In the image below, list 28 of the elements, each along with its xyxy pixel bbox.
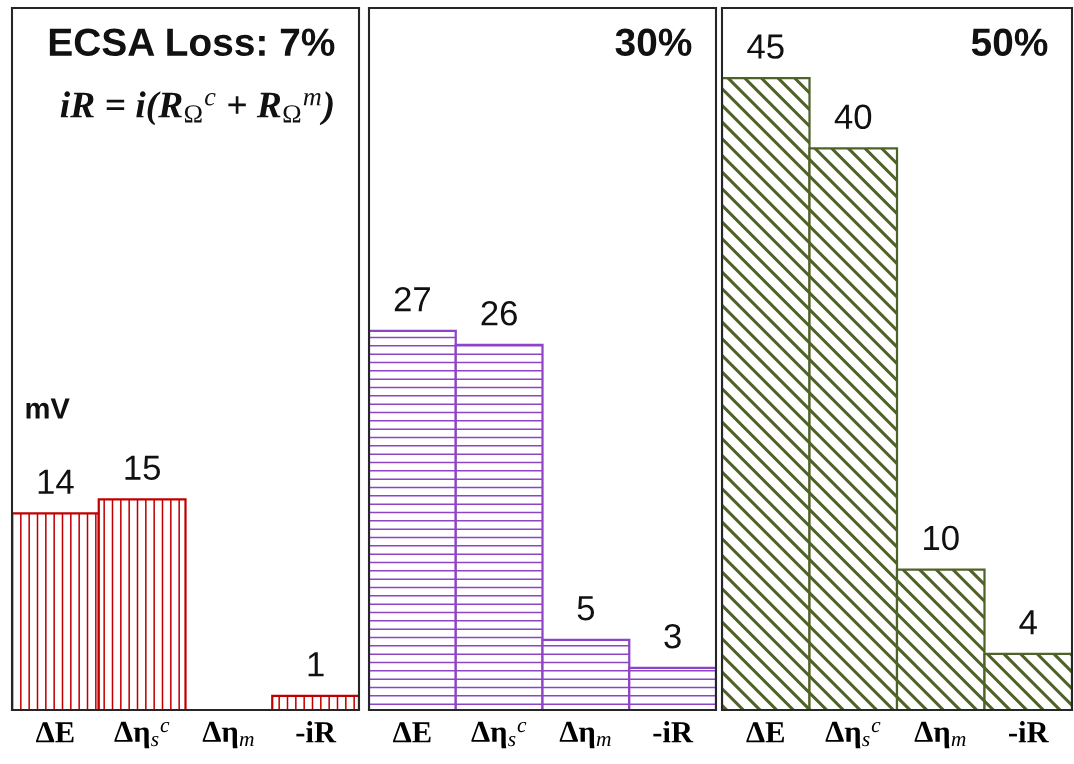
x-tick-label: -iR	[296, 721, 337, 743]
x-tick-label: Δη$_{s}$$^{c}$	[471, 721, 527, 749]
chart-title: ECSA Loss: 7%	[49, 28, 335, 57]
x-tick-label: Δη$_{s}$$^{c}$	[114, 721, 170, 749]
x-tick-label: Δη$_{m}$	[559, 721, 611, 749]
data-label: 4	[1019, 610, 1037, 635]
data-label: 10	[924, 525, 959, 551]
x-tick-label: Δη$_{m}$	[914, 721, 966, 749]
data-label: 3	[664, 623, 681, 649]
x-tick-label: ΔE	[36, 722, 74, 743]
data-label: 1	[308, 652, 324, 677]
annotation: iR = i(R$_{Ω}$$^{c}$ + R$_{Ω}$$^{m}$)	[60, 91, 333, 126]
chart-title: 30%	[615, 28, 692, 57]
x-tick-label: -iR	[653, 721, 694, 743]
data-label: 15	[125, 455, 160, 481]
data-label: 5	[577, 596, 595, 621]
data-label: 14	[38, 469, 74, 494]
x-tick-label: Δη$_{s}$$^{c}$	[825, 721, 881, 749]
data-label: 40	[834, 104, 872, 130]
data-label: 45	[747, 34, 784, 59]
x-tick-label: Δη$_{m}$	[202, 721, 254, 749]
x-tick-label: -iR	[1009, 721, 1049, 743]
data-label: 27	[394, 286, 430, 312]
data-label: 26	[481, 301, 517, 326]
y-axis-title: mV	[26, 398, 70, 419]
chart-title: 50%	[971, 28, 1048, 57]
x-tick-label: ΔE	[393, 722, 431, 743]
x-tick-label: ΔE	[746, 722, 784, 743]
